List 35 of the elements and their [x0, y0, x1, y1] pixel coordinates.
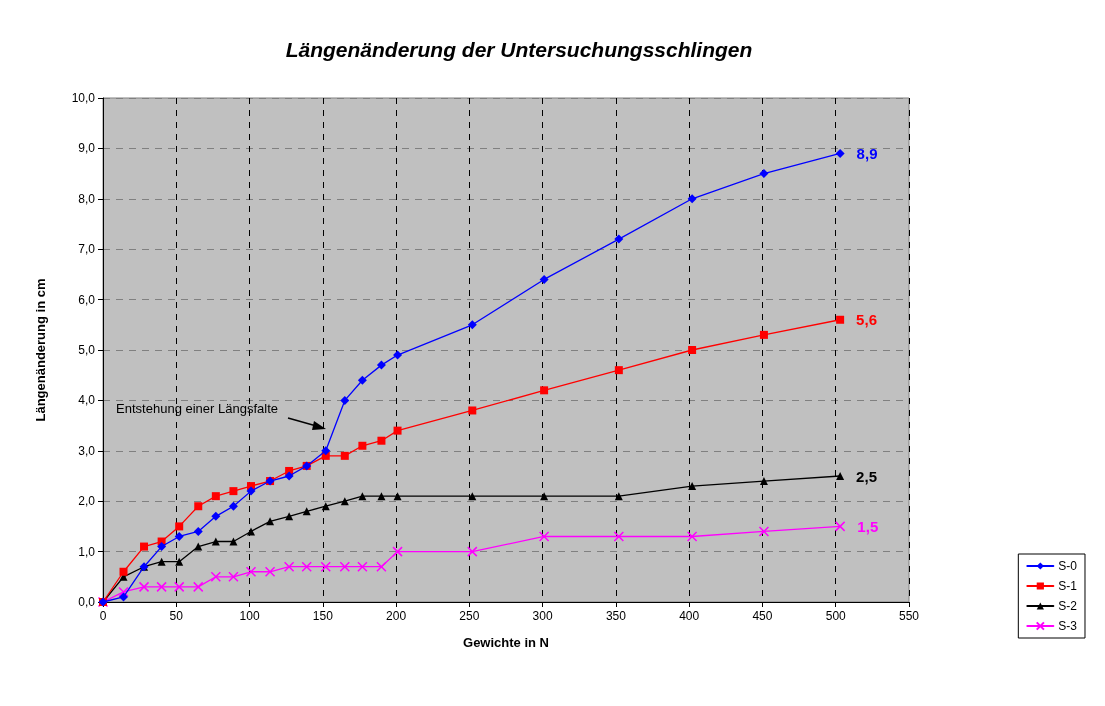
y-tick-label: 7,0: [78, 242, 96, 257]
chart-title: Längenänderung der Untersuchungsschlingen: [285, 38, 753, 61]
y-tick-label: 1,0: [78, 544, 96, 559]
x-tick-label: 300: [532, 609, 553, 623]
data-label: 1,5: [857, 517, 879, 535]
x-tick-label: 50: [169, 609, 184, 623]
legend-label: S-1: [1058, 579, 1078, 593]
x-tick-label: 350: [605, 609, 627, 623]
x-tick-label: 100: [239, 609, 260, 623]
x-tick-label: 500: [825, 609, 847, 623]
legend-label: S-0: [1058, 559, 1078, 573]
legend-label: S-2: [1058, 599, 1078, 613]
y-tick-label: 3,0: [78, 443, 96, 458]
y-tick-label: 9,0: [78, 141, 96, 156]
y-tick-label: 10,0: [71, 91, 96, 105]
x-tick-label: 250: [459, 609, 480, 623]
annotation: Entstehung einer Längsfalte: [116, 400, 278, 416]
y-tick-label: 0,0: [78, 595, 96, 609]
y-tick-label: 5,0: [78, 343, 96, 357]
legend-label: S-3: [1058, 619, 1078, 633]
x-tick-label: 200: [386, 609, 407, 623]
x-tick-label: 450: [752, 609, 773, 623]
y-tick-label: 2,0: [78, 494, 96, 509]
x-axis-title: Gewichte in N: [463, 635, 549, 650]
x-tick-label: 0: [99, 609, 107, 623]
data-label: 2,5: [856, 467, 877, 485]
y-axis-title: Längenänderung in cm: [33, 278, 48, 422]
data-label: 8,9: [856, 144, 878, 162]
x-tick-label: 550: [898, 609, 920, 623]
y-tick-label: 6,0: [78, 292, 96, 307]
y-tick-label: 4,0: [78, 393, 96, 408]
y-tick-label: 8,0: [78, 191, 96, 206]
data-label: 5,6: [856, 311, 877, 329]
x-tick-label: 150: [312, 609, 334, 623]
x-tick-label: 400: [679, 609, 700, 623]
